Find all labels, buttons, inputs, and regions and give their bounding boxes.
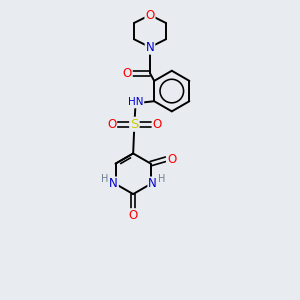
Text: N: N	[109, 177, 118, 190]
Text: O: O	[107, 118, 116, 131]
Text: O: O	[167, 153, 176, 166]
Text: HN: HN	[128, 98, 143, 107]
Text: O: O	[146, 8, 154, 22]
Text: H: H	[158, 175, 166, 184]
Text: O: O	[128, 209, 138, 222]
Text: N: N	[148, 177, 157, 190]
Text: O: O	[153, 118, 162, 131]
Text: S: S	[130, 118, 139, 131]
Text: H: H	[101, 175, 108, 184]
Text: O: O	[123, 67, 132, 80]
Text: N: N	[146, 41, 154, 54]
